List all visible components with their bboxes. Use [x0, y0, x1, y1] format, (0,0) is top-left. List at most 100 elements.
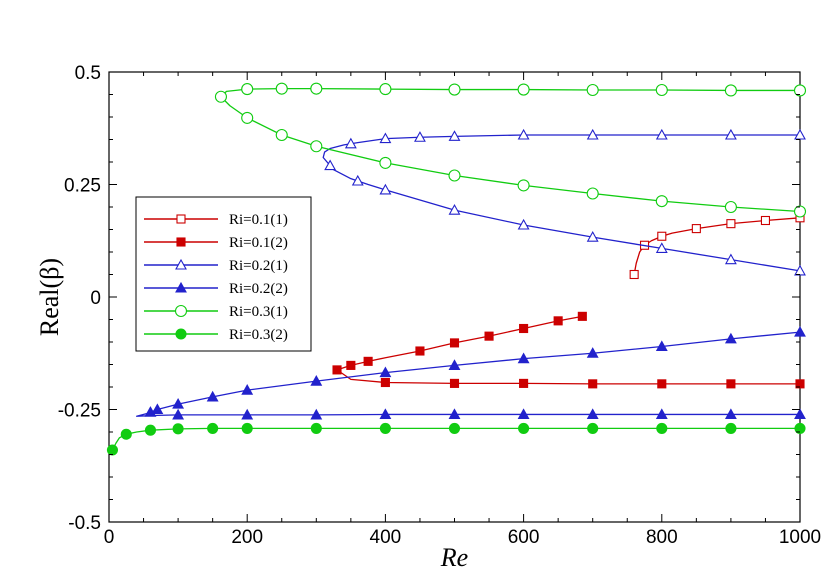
series-line — [633, 217, 801, 275]
series-Ri=0.1(1) — [629, 213, 805, 280]
legend-label: Ri=0.1(1) — [229, 212, 288, 228]
data-point — [726, 379, 736, 389]
data-point — [344, 137, 357, 149]
legend-box — [135, 196, 312, 352]
data-point — [655, 242, 668, 253]
series-Ri=0.1(2) — [332, 311, 805, 389]
data-point — [724, 128, 737, 140]
data-point — [379, 408, 392, 420]
data-point — [587, 422, 599, 434]
data-point — [414, 131, 426, 142]
data-point — [517, 179, 530, 192]
data-point — [241, 422, 253, 434]
y-tick-label: 0 — [90, 288, 101, 309]
series-Ri=0.2(1) — [322, 128, 806, 276]
legend-label: Ri=0.3(1) — [229, 304, 288, 320]
legend-label: Ri=0.3(2) — [229, 327, 288, 343]
legend-item: Ri=0.1(2) — [144, 235, 288, 251]
series-Ri=0.2(2) — [135, 325, 806, 420]
data-point — [794, 408, 806, 420]
legend-marker — [176, 214, 186, 224]
data-point — [725, 422, 737, 434]
legend: Ri=0.1(1) Ri=0.1(2) Ri=0.2(1) Ri=0.2(2) Ri=0… — [135, 196, 312, 352]
data-point — [793, 84, 807, 97]
data-point — [655, 83, 668, 97]
x-tick-label: 600 — [508, 527, 540, 548]
series-line — [135, 331, 801, 417]
data-point — [518, 422, 530, 434]
data-point — [206, 390, 219, 402]
data-point — [655, 408, 668, 420]
legend-item: Ri=0.2(1) — [144, 258, 288, 274]
data-point — [241, 384, 254, 395]
data-point — [214, 90, 227, 103]
data-point — [517, 408, 530, 420]
legend-marker — [175, 281, 187, 293]
data-point — [655, 128, 668, 140]
data-point — [172, 397, 185, 409]
legend-label: Ri=0.2(1) — [229, 258, 288, 274]
data-point — [553, 316, 563, 326]
series-line — [336, 315, 800, 385]
data-point — [760, 215, 771, 226]
y-tick-label: 0.5 — [75, 63, 101, 84]
data-point — [586, 187, 599, 200]
data-point — [724, 200, 737, 214]
data-point — [275, 82, 288, 95]
axis-ticks — [108, 71, 801, 523]
data-point — [657, 379, 667, 389]
data-point — [241, 408, 254, 420]
data-point — [310, 375, 323, 386]
data-point — [332, 365, 342, 375]
data-point — [588, 379, 598, 389]
y-tick-label: -0.25 — [58, 401, 101, 422]
data-point — [586, 231, 599, 242]
data-point — [379, 366, 392, 378]
legend-item: Ri=0.3(1) — [144, 304, 288, 320]
data-point — [586, 83, 599, 97]
series-Ri=0.3(1) — [214, 82, 807, 218]
series-line — [322, 134, 801, 272]
data-point — [449, 338, 460, 348]
legend-marker — [175, 328, 187, 340]
data-point — [324, 159, 337, 171]
data-point — [310, 422, 322, 434]
legend-item: Ri=0.3(2) — [144, 327, 288, 343]
legend-marker — [174, 304, 188, 318]
y-tick-label: -0.5 — [68, 513, 101, 534]
data-point — [691, 224, 701, 234]
data-point — [448, 169, 461, 182]
data-point — [449, 378, 460, 388]
data-point — [379, 83, 392, 96]
x-tick-label: 1000 — [779, 527, 821, 548]
x-tick-label: 0 — [104, 527, 115, 548]
data-point — [517, 128, 530, 140]
series-line — [220, 88, 801, 213]
data-point — [106, 444, 119, 456]
data-point — [172, 408, 185, 420]
data-point — [655, 195, 668, 208]
data-point — [310, 140, 323, 153]
data-point — [448, 204, 461, 215]
data-point — [379, 156, 392, 169]
data-point — [586, 128, 599, 140]
data-point — [310, 408, 323, 420]
data-point — [241, 83, 254, 96]
data-point — [586, 347, 599, 358]
data-point — [448, 83, 461, 96]
data-point — [310, 82, 323, 95]
data-point — [379, 422, 391, 434]
data-point — [724, 332, 737, 344]
data-point — [656, 422, 668, 434]
data-point — [795, 379, 805, 389]
data-point — [448, 408, 461, 420]
legend-item: Ri=0.1(1) — [144, 212, 288, 228]
data-point — [346, 360, 356, 370]
x-tick-label: 800 — [646, 527, 678, 548]
series-Ri=0.3(2) — [106, 422, 806, 456]
legend-item: Ri=0.2(2) — [144, 281, 288, 297]
data-point — [794, 325, 806, 337]
data-point — [517, 83, 530, 96]
data-point — [351, 174, 364, 186]
data-point — [726, 219, 736, 229]
